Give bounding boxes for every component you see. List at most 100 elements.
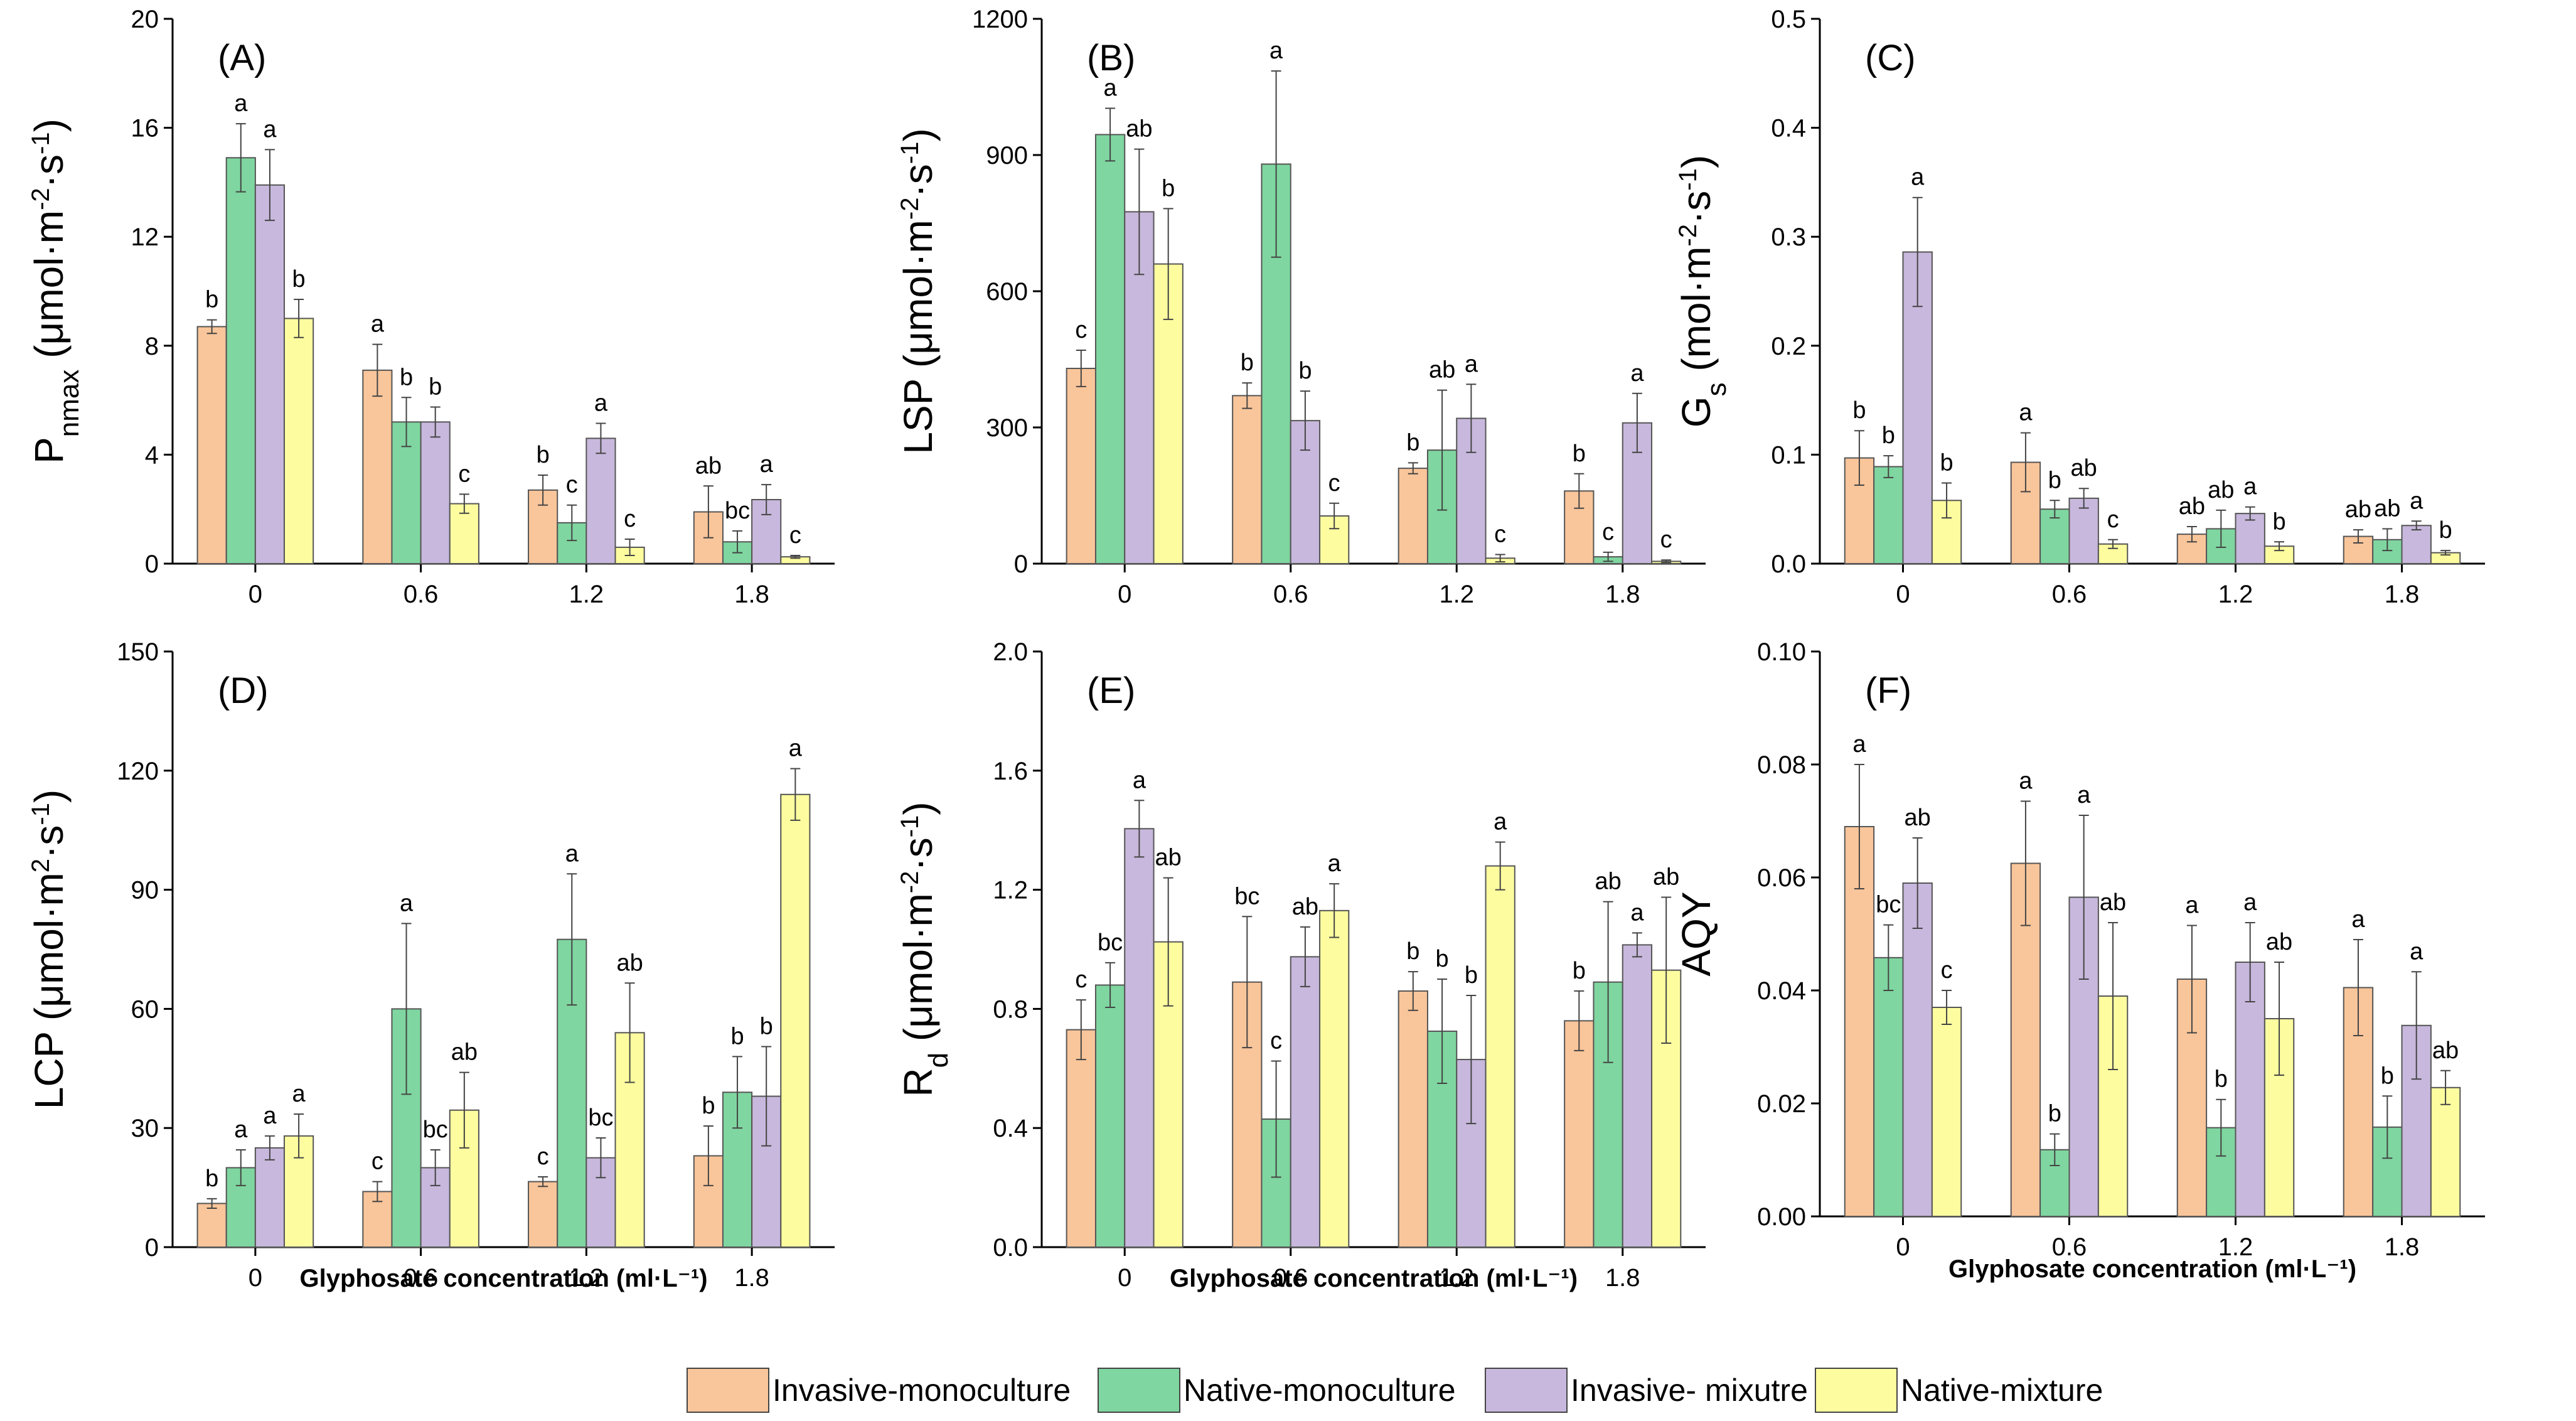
bar (1066, 1029, 1096, 1248)
significance-letter: c (1941, 957, 1953, 984)
x-tick-label: 1.8 (2385, 1233, 2420, 1261)
x-tick-label: 0.6 (2052, 1233, 2087, 1261)
significance-letter: a (789, 736, 803, 762)
bar (1290, 420, 1321, 565)
significance-letter: c (1660, 527, 1672, 553)
significance-letter: b (1298, 358, 1312, 384)
significance-letter: b (1852, 397, 1866, 424)
y-tick-label: 1.6 (993, 758, 1028, 785)
bar (1873, 957, 1904, 1218)
y-tick-label: 0.8 (993, 995, 1028, 1023)
significance-letter: c (789, 522, 801, 549)
significance-letter: a (1269, 38, 1283, 64)
bar (2235, 513, 2265, 564)
y-tick-label: 0.1 (1771, 441, 1806, 469)
bar (1124, 828, 1155, 1248)
y-tick-label: 0.3 (1771, 223, 1806, 251)
significance-letter: ab (1292, 894, 1318, 920)
significance-letter: b (2381, 1063, 2394, 1089)
y-tick-label: 0.0 (993, 1234, 1028, 1262)
panel-label: (E) (1087, 670, 1135, 711)
bar (1485, 865, 1515, 1248)
significance-letter: b (1436, 946, 1449, 972)
significance-letter: b (1162, 175, 1175, 201)
significance-letter: ab (2208, 477, 2234, 503)
y-tick-label: 1.2 (993, 877, 1028, 904)
y-tick-label: 30 (131, 1115, 159, 1142)
significance-letter: b (1573, 441, 1586, 467)
significance-letter: ab (1155, 845, 1182, 871)
y-tick-label: 4 (145, 441, 159, 469)
significance-letter: b (205, 287, 218, 313)
x-tick-label: 1.2 (2218, 581, 2253, 608)
y-axis-label: Gs (mol·m-2·s-1) (1674, 155, 1732, 427)
y-tick-label: 0.2 (1771, 333, 1806, 360)
significance-letter: bc (423, 1117, 448, 1143)
y-tick-label: 0.08 (1757, 751, 1806, 779)
panel-f: 0.000.020.040.060.080.100 0.6 1.2 1.8aaaabc… (1674, 638, 2485, 1283)
y-tick-label: 8 (145, 333, 159, 360)
significance-letter: c (1328, 470, 1340, 496)
legend-label-invasive-mixture: Invasive- mixutre (1571, 1373, 1808, 1408)
x-tick-label: 1.8 (2385, 581, 2420, 608)
significance-letter: bc (588, 1105, 613, 1131)
significance-letter: ab (1653, 864, 1679, 890)
y-tick-label: 0.02 (1757, 1090, 1806, 1118)
significance-letter: ab (1429, 357, 1455, 383)
bar (1622, 944, 1653, 1248)
x-axis-label: Glyphosate concentration (ml·L⁻¹) (1170, 1265, 1578, 1292)
y-axis-label: LCP (μmol·m2·s-1) (26, 790, 72, 1110)
significance-letter: c (1075, 317, 1087, 343)
significance-letter: a (2351, 906, 2365, 933)
y-axis-label: Pnmax (μmol·m-2·s-1) (26, 119, 85, 464)
significance-letter: a (2410, 488, 2424, 514)
x-tick-label: 0 (249, 1264, 262, 1292)
significance-letter: a (292, 1081, 306, 1107)
significance-letter: c (624, 506, 636, 532)
significance-letter: a (1630, 360, 1644, 387)
x-axis-label: Glyphosate concentration (ml·L⁻¹) (299, 1265, 707, 1292)
x-tick-label: 1.8 (734, 1264, 769, 1292)
legend-swatch-invasive-monoculture (687, 1368, 769, 1413)
x-axis-label: Glyphosate concentration (ml·L⁻¹) (1948, 1255, 2356, 1283)
y-tick-label: 0.06 (1757, 864, 1806, 892)
x-tick-label: 1.2 (1439, 581, 1474, 608)
significance-letter: bc (725, 498, 750, 524)
x-tick-label: 0.6 (1273, 581, 1308, 608)
y-tick-label: 2.0 (993, 638, 1028, 666)
bar (1844, 826, 1875, 1217)
bar (1873, 466, 1904, 564)
significance-letter: b (537, 442, 550, 468)
y-tick-label: 90 (131, 877, 159, 904)
significance-letter: a (1133, 767, 1146, 793)
significance-letter: b (2439, 517, 2452, 544)
significance-letter: ab (2100, 889, 2126, 916)
y-tick-label: 120 (117, 758, 159, 785)
significance-letter: b (1573, 958, 1586, 984)
significance-letter: a (371, 311, 385, 338)
bar (225, 157, 256, 564)
x-tick-label: 1.2 (569, 581, 604, 608)
x-tick-label: 0.6 (1273, 1264, 1308, 1292)
y-tick-label: 150 (117, 638, 159, 666)
x-tick-label: 0 (1118, 1264, 1131, 1292)
x-tick-label: 1.2 (1439, 1264, 1474, 1292)
y-tick-label: 0.0 (1771, 550, 1806, 578)
y-tick-label: 0.4 (993, 1115, 1028, 1142)
significance-letter: c (1602, 519, 1614, 545)
significance-letter: ab (1905, 805, 1931, 831)
y-axis-label: LSP (μmol·m-2·s-1) (895, 128, 941, 454)
x-tick-label: 1.8 (1605, 581, 1640, 608)
bar (1066, 367, 1096, 564)
bar (1398, 990, 1428, 1248)
significance-letter: b (702, 1093, 715, 1119)
bar (196, 1203, 227, 1248)
significance-letter: a (263, 116, 277, 142)
significance-letter: bc (1098, 930, 1123, 956)
significance-letter: a (2410, 938, 2424, 965)
y-tick-label: 0.4 (1771, 115, 1806, 142)
bar (2235, 962, 2265, 1217)
